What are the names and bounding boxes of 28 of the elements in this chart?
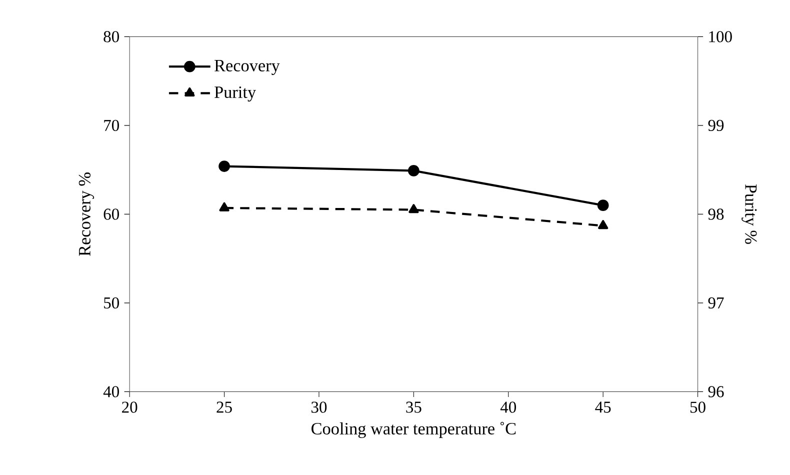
point xyxy=(408,204,419,214)
y2-axis-title: Purity % xyxy=(742,184,757,244)
x-tick-label: 30 xyxy=(312,402,327,413)
y-tick-label: 80 xyxy=(104,31,119,42)
y-tick-label: 70 xyxy=(104,120,119,132)
point xyxy=(219,202,230,212)
y2-tick-label: 100 xyxy=(709,31,732,42)
y2-tick-label: 97 xyxy=(708,297,724,308)
point xyxy=(597,200,609,211)
legend-label: Recovery xyxy=(214,60,280,75)
x-tick-label: 45 xyxy=(595,402,611,413)
y-tick-label: 40 xyxy=(103,386,119,398)
x-axis-title: Cooling water temperature ˚C xyxy=(312,422,516,438)
y-tick-label: 60 xyxy=(104,208,119,220)
point xyxy=(598,220,608,230)
x-tick-label: 25 xyxy=(216,402,232,413)
y2-tick-label: 99 xyxy=(708,120,724,131)
point xyxy=(218,160,230,172)
y2-tick-label: 96 xyxy=(708,386,724,398)
legend-label: Purity xyxy=(214,86,256,102)
x-tick-label: 50 xyxy=(690,402,706,413)
y2-tick-label: 98 xyxy=(708,208,724,220)
y-tick-label: 50 xyxy=(104,297,119,309)
x-tick-label: 20 xyxy=(122,402,138,413)
x-tick-label: 40 xyxy=(500,402,516,413)
x-tick-label: 35 xyxy=(406,402,422,413)
point xyxy=(408,165,420,176)
y-axis-title: Recovery % xyxy=(78,172,94,256)
